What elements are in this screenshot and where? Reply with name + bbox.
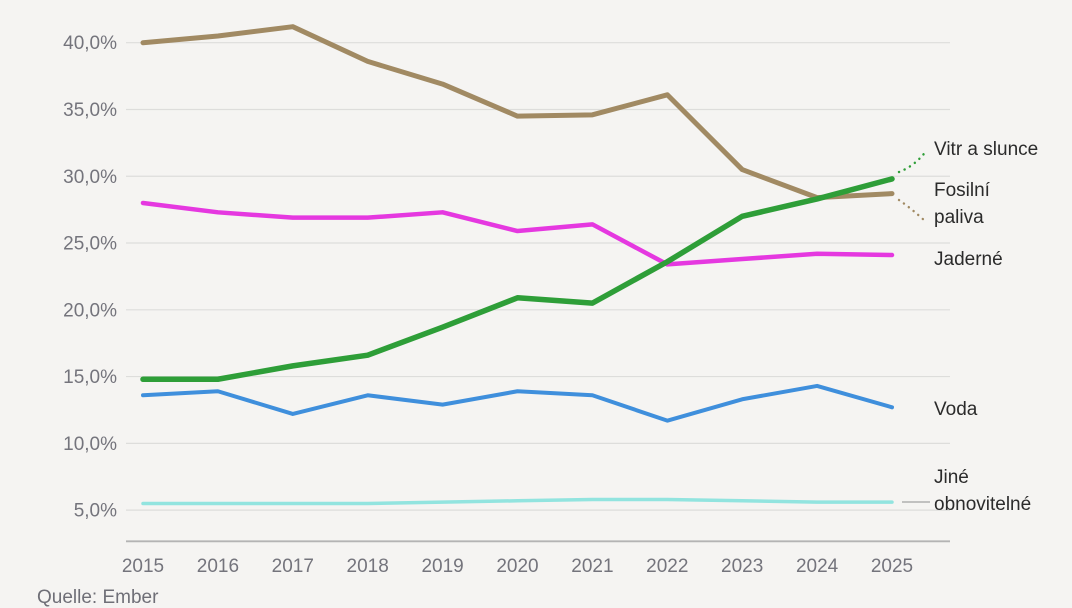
y-tick-label: 30,0% bbox=[63, 167, 117, 188]
y-tick-label: 20,0% bbox=[63, 300, 117, 321]
x-tick-label: 2020 bbox=[496, 556, 538, 577]
x-tick-label: 2016 bbox=[197, 556, 239, 577]
y-tick-label: 10,0% bbox=[63, 434, 117, 455]
series-label-text: paliva bbox=[934, 207, 984, 228]
series-line-fosiln-paliva bbox=[140, 24, 895, 201]
leader-line-vitr-a-slunce bbox=[897, 148, 929, 174]
series-label-jaderne: Jaderné bbox=[934, 246, 1003, 273]
series-label-text: obnovitelné bbox=[934, 494, 1032, 515]
x-tick-label: 2025 bbox=[871, 556, 913, 577]
x-tick-label: 2019 bbox=[421, 556, 463, 577]
series-label-text: Voda bbox=[934, 399, 978, 420]
x-tick-label: 2017 bbox=[272, 556, 314, 577]
y-tick-label: 5,0% bbox=[74, 501, 117, 522]
series-line-voda bbox=[141, 383, 894, 423]
series-label-text: Jaderné bbox=[934, 249, 1003, 270]
series-label-text: Jiné bbox=[934, 467, 969, 488]
series-label-text: Fosilní bbox=[934, 180, 990, 201]
x-tick-label: 2015 bbox=[122, 556, 164, 577]
series-line-vitr-a-slunce bbox=[140, 176, 895, 382]
x-tick-label: 2022 bbox=[646, 556, 688, 577]
x-tick-label: 2024 bbox=[796, 556, 839, 577]
x-tick-label: 2021 bbox=[571, 556, 613, 577]
leader-line-fosilni-paliva bbox=[897, 198, 927, 223]
series-line-jadern- bbox=[140, 200, 895, 267]
x-tick-label: 2023 bbox=[721, 556, 763, 577]
y-tick-label: 15,0% bbox=[63, 367, 117, 388]
x-tick-label: 2018 bbox=[347, 556, 389, 577]
series-label-jine-obnovitelne: Jiné obnovitelné bbox=[934, 464, 1031, 518]
series-label-fosilni-paliva: Fosilní paliva bbox=[934, 177, 990, 231]
series-line-jin-obnoviteln- bbox=[141, 497, 894, 506]
series-label-text: Vitr a slunce bbox=[934, 139, 1039, 160]
y-tick-label: 35,0% bbox=[63, 100, 117, 121]
y-tick-label: 25,0% bbox=[63, 234, 117, 255]
series-label-vitr-a-slunce: Vitr a slunce bbox=[934, 136, 1038, 163]
y-tick-label: 40,0% bbox=[63, 33, 117, 54]
source-attribution: Quelle: Ember bbox=[37, 587, 159, 608]
series-label-voda: Voda bbox=[934, 396, 977, 423]
